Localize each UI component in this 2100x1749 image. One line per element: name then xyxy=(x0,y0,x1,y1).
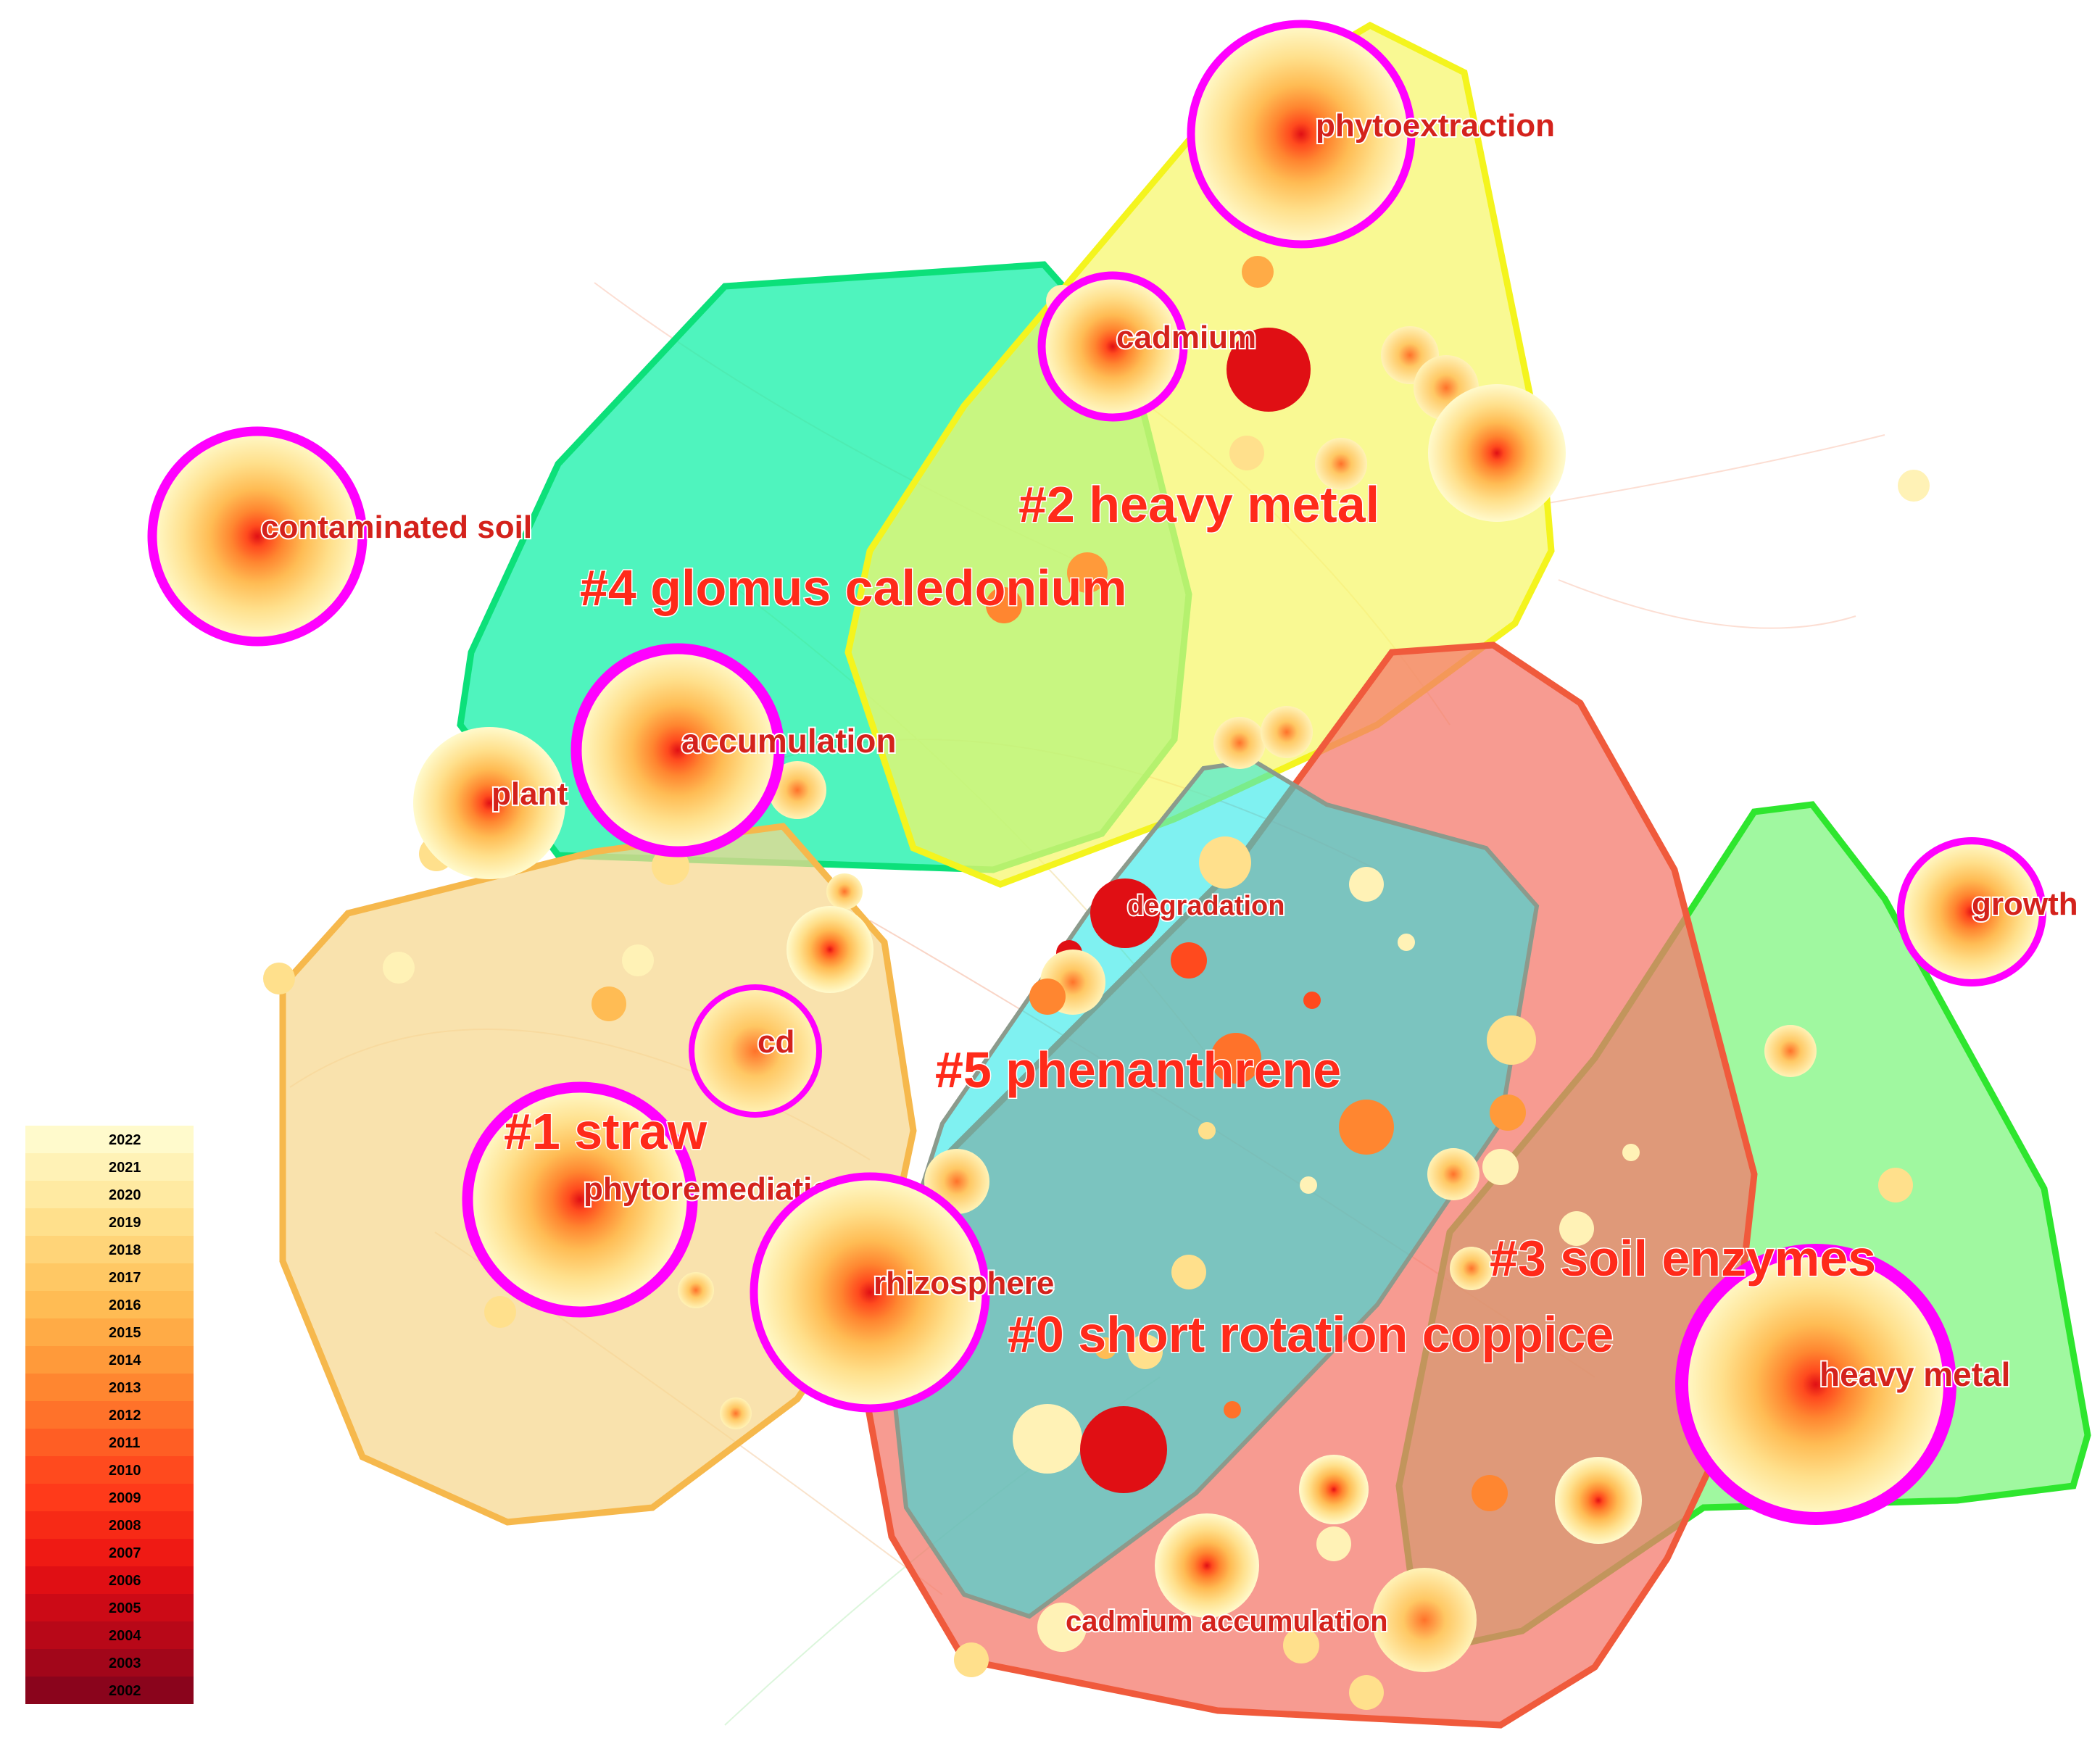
legend-swatch-2022 xyxy=(25,1126,194,1153)
cluster-label-0: #0 short rotation coppice xyxy=(1008,1306,1614,1363)
node-accumulation[interactable]: accumulation xyxy=(570,643,898,857)
cluster-label-3: #3 soil enzymes xyxy=(1490,1230,1876,1287)
legend-year-2012: 2012 xyxy=(109,1408,141,1424)
label-plant: plant xyxy=(491,776,568,812)
legend-swatch-2013 xyxy=(25,1374,194,1401)
legend-year-2013: 2013 xyxy=(109,1380,141,1396)
label-growth: growth xyxy=(1972,886,2078,922)
legend-year-2014: 2014 xyxy=(109,1353,141,1368)
node-heavy-metal[interactable]: heavy metal xyxy=(1675,1244,2012,1525)
legend-swatch-2007 xyxy=(25,1539,194,1566)
node-phytoextraction[interactable]: phytoextraction xyxy=(1187,20,1556,249)
legend-year-2007: 2007 xyxy=(109,1545,141,1561)
label-heavy-metal: heavy metal xyxy=(1819,1355,2010,1393)
legend-swatch-2020 xyxy=(25,1181,194,1208)
cluster-label-1: #1 straw xyxy=(504,1103,707,1160)
legend-year-2020: 2020 xyxy=(109,1187,141,1203)
legend-swatch-2019 xyxy=(25,1208,194,1236)
legend-swatch-2014 xyxy=(25,1346,194,1374)
legend-year-2002: 2002 xyxy=(109,1683,141,1699)
legend-swatch-2004 xyxy=(25,1621,194,1649)
label-cadmium-accumulation: cadmium accumulation xyxy=(1066,1605,1388,1637)
legend-year-2004: 2004 xyxy=(109,1628,141,1644)
legend-year-2009: 2009 xyxy=(109,1490,141,1506)
legend-swatch-2009 xyxy=(25,1484,194,1511)
node-plant[interactable]: plant xyxy=(413,727,569,879)
node-cadmium-accumulation[interactable]: cadmium accumulation xyxy=(1064,1604,1390,1639)
label-rhizosphere: rhizosphere xyxy=(873,1266,1054,1301)
legend-year-2008: 2008 xyxy=(109,1518,141,1534)
label-phytoextraction: phytoextraction xyxy=(1316,108,1555,144)
legend-year-2006: 2006 xyxy=(109,1573,141,1589)
legend-year-2005: 2005 xyxy=(109,1600,141,1616)
minor-keyword-nodes xyxy=(263,256,1930,1710)
label-cadmium: cadmium xyxy=(1116,320,1256,355)
legend-swatch-2011 xyxy=(25,1429,194,1456)
legend-swatch-2018 xyxy=(25,1236,194,1263)
legend-year-2017: 2017 xyxy=(109,1270,141,1286)
legend-swatch-2010 xyxy=(25,1456,194,1484)
label-contaminated-soil: contaminated soil xyxy=(261,510,532,545)
legend-year-2003: 2003 xyxy=(109,1655,141,1671)
legend-swatch-2017 xyxy=(25,1263,194,1291)
legend-swatch-2016 xyxy=(25,1291,194,1318)
legend-year-2019: 2019 xyxy=(109,1215,141,1231)
node-rhizosphere[interactable]: rhizosphere xyxy=(750,1172,1055,1413)
legend-swatch-2008 xyxy=(25,1511,194,1539)
node-degradation[interactable]: degradation xyxy=(1090,878,1286,948)
legend-swatch-2003 xyxy=(25,1649,194,1677)
node-cd[interactable]: cd xyxy=(689,984,822,1118)
legend-year-2018: 2018 xyxy=(109,1242,141,1258)
year-color-legend: 2022 2021 2020 2019 2018 2017 2016 2015 2014 2013… xyxy=(25,1126,194,1704)
node-growth[interactable]: growth xyxy=(1897,837,2080,986)
legend-year-2016: 2016 xyxy=(109,1297,141,1313)
legend-swatch-2002 xyxy=(25,1677,194,1704)
legend-swatch-2012 xyxy=(25,1401,194,1429)
label-accumulation: accumulation xyxy=(681,722,897,760)
node-cadmium[interactable]: cadmium xyxy=(1037,271,1258,422)
cluster-label-5: #5 phenanthrene xyxy=(935,1042,1341,1098)
legend-year-2015: 2015 xyxy=(109,1325,141,1341)
legend-year-2011: 2011 xyxy=(109,1435,140,1451)
cluster-label-4: #4 glomus caledonium xyxy=(580,560,1127,616)
legend-swatch-2021 xyxy=(25,1153,194,1181)
label-cd: cd xyxy=(758,1024,794,1060)
cluster-label-2: #2 heavy metal xyxy=(1018,476,1379,533)
legend-swatch-2006 xyxy=(25,1566,194,1594)
legend-year-2021: 2021 xyxy=(109,1160,141,1176)
legend-year-2022: 2022 xyxy=(109,1132,141,1148)
legend-swatch-2005 xyxy=(25,1594,194,1621)
node-contaminated-soil[interactable]: contaminated soil xyxy=(147,426,534,647)
legend-year-2010: 2010 xyxy=(109,1463,141,1479)
label-degradation: degradation xyxy=(1127,891,1285,921)
legend-swatch-2015 xyxy=(25,1318,194,1346)
